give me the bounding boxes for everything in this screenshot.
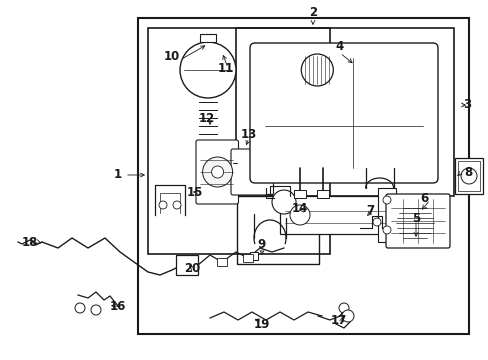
Circle shape (460, 168, 476, 184)
Circle shape (75, 303, 85, 313)
Text: 9: 9 (257, 238, 265, 251)
Circle shape (202, 157, 232, 187)
Circle shape (173, 201, 181, 209)
Bar (243, 254, 252, 262)
Text: 19: 19 (253, 319, 270, 332)
Text: 2: 2 (308, 5, 316, 18)
FancyBboxPatch shape (385, 194, 449, 248)
Bar (316, 190, 328, 198)
Bar (454, 158, 482, 194)
Bar (138, 18, 468, 334)
Bar (176, 255, 198, 275)
Circle shape (382, 226, 390, 234)
Circle shape (382, 196, 390, 204)
Text: 7: 7 (365, 203, 373, 216)
Text: 18: 18 (22, 235, 38, 248)
Text: 3: 3 (462, 99, 470, 112)
Bar (249, 252, 258, 260)
Text: 10: 10 (163, 50, 180, 63)
Text: 16: 16 (110, 301, 126, 314)
Bar (237, 196, 318, 264)
Circle shape (91, 305, 101, 315)
Circle shape (159, 201, 167, 209)
Circle shape (271, 190, 295, 214)
Text: 8: 8 (463, 166, 471, 179)
Bar (377, 188, 395, 242)
Text: 12: 12 (199, 112, 215, 125)
Bar (236, 28, 453, 196)
Bar (457, 161, 479, 191)
Circle shape (211, 166, 223, 178)
Circle shape (301, 54, 333, 86)
Circle shape (394, 203, 434, 243)
Bar (200, 34, 216, 42)
Text: 5: 5 (411, 211, 419, 225)
Text: 13: 13 (241, 129, 257, 141)
Circle shape (338, 303, 348, 313)
FancyBboxPatch shape (196, 140, 238, 204)
Text: 15: 15 (186, 185, 203, 198)
Circle shape (372, 218, 380, 226)
Circle shape (341, 310, 353, 322)
Text: 20: 20 (183, 261, 200, 274)
Circle shape (289, 205, 309, 225)
FancyBboxPatch shape (249, 43, 437, 183)
Circle shape (180, 42, 236, 98)
Bar (217, 258, 226, 266)
Text: 14: 14 (291, 202, 307, 215)
Text: 1: 1 (114, 168, 122, 181)
Text: 11: 11 (218, 62, 234, 75)
Text: 4: 4 (335, 40, 344, 54)
Bar (148, 28, 329, 254)
Text: 17: 17 (330, 314, 346, 327)
Bar (280, 196, 389, 234)
Text: 6: 6 (419, 192, 427, 204)
FancyBboxPatch shape (230, 149, 273, 195)
Bar (293, 190, 305, 198)
